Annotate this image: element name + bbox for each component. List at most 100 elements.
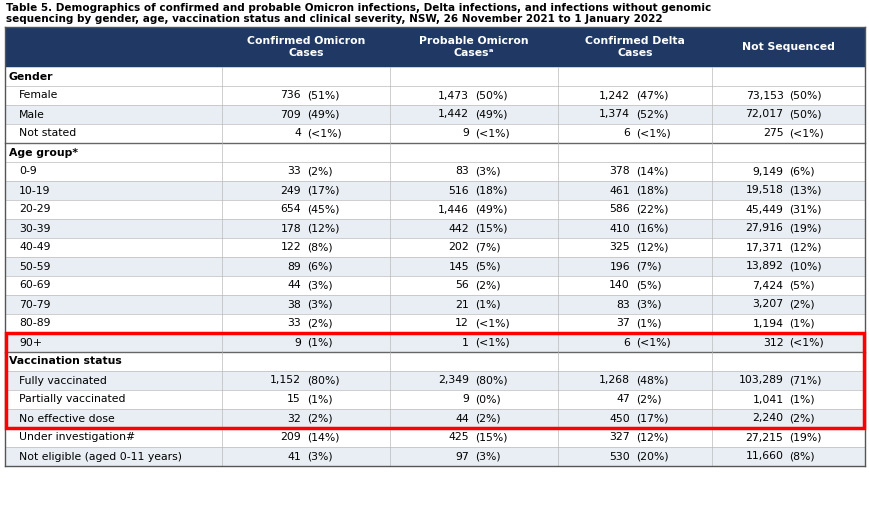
Text: Confirmed Omicron
Cases: Confirmed Omicron Cases <box>247 36 365 58</box>
Text: (<1%): (<1%) <box>474 337 509 347</box>
Text: (49%): (49%) <box>474 109 507 119</box>
Text: 275: 275 <box>762 129 783 139</box>
Text: (5%): (5%) <box>474 262 500 271</box>
Bar <box>5 86 864 105</box>
Text: (1%): (1%) <box>474 300 500 310</box>
Text: (3%): (3%) <box>307 280 332 290</box>
Text: 0-9: 0-9 <box>19 166 36 176</box>
Text: 33: 33 <box>287 166 301 176</box>
Text: (80%): (80%) <box>307 376 339 385</box>
Text: (71%): (71%) <box>788 376 821 385</box>
Bar <box>5 428 864 447</box>
Text: (10%): (10%) <box>788 262 821 271</box>
Text: 37: 37 <box>615 319 629 328</box>
Text: 196: 196 <box>608 262 629 271</box>
Text: 9: 9 <box>461 129 468 139</box>
Text: (2%): (2%) <box>307 166 332 176</box>
Text: 2,349: 2,349 <box>437 376 468 385</box>
Text: (31%): (31%) <box>788 204 821 214</box>
Text: (1%): (1%) <box>307 394 332 404</box>
Bar <box>5 447 864 466</box>
Text: (16%): (16%) <box>635 223 667 233</box>
Bar <box>5 314 864 333</box>
Text: Confirmed Delta
Cases: Confirmed Delta Cases <box>584 36 684 58</box>
Text: 27,916: 27,916 <box>745 223 783 233</box>
Text: 140: 140 <box>608 280 629 290</box>
Text: Vaccination status: Vaccination status <box>9 357 122 367</box>
Text: 1,194: 1,194 <box>752 319 783 328</box>
Text: Fully vaccinated: Fully vaccinated <box>19 376 107 385</box>
Text: (2%): (2%) <box>635 394 660 404</box>
Text: (3%): (3%) <box>474 166 500 176</box>
Text: (20%): (20%) <box>635 451 668 461</box>
Bar <box>5 352 864 371</box>
Text: 325: 325 <box>608 243 629 253</box>
Text: (49%): (49%) <box>474 204 507 214</box>
Text: (50%): (50%) <box>788 109 821 119</box>
Text: (3%): (3%) <box>307 451 332 461</box>
Text: (2%): (2%) <box>474 414 500 424</box>
Text: 2,240: 2,240 <box>752 414 783 424</box>
Text: 60-69: 60-69 <box>19 280 50 290</box>
Bar <box>5 124 864 143</box>
Text: 122: 122 <box>280 243 301 253</box>
Text: (80%): (80%) <box>474 376 507 385</box>
Text: (8%): (8%) <box>307 243 332 253</box>
Text: (6%): (6%) <box>307 262 332 271</box>
Text: 45,449: 45,449 <box>745 204 783 214</box>
Text: No effective dose: No effective dose <box>19 414 115 424</box>
Text: (17%): (17%) <box>307 186 339 196</box>
Text: (<1%): (<1%) <box>635 337 670 347</box>
Text: 21: 21 <box>454 300 468 310</box>
Text: 450: 450 <box>608 414 629 424</box>
Text: 20-29: 20-29 <box>19 204 50 214</box>
Text: (1%): (1%) <box>788 319 814 328</box>
Text: Under investigation#: Under investigation# <box>19 433 135 442</box>
Text: 1,473: 1,473 <box>437 90 468 100</box>
Text: 1,242: 1,242 <box>599 90 629 100</box>
Bar <box>5 27 864 67</box>
Text: 6: 6 <box>622 337 629 347</box>
Text: 312: 312 <box>762 337 783 347</box>
Text: (19%): (19%) <box>788 433 821 442</box>
Text: 83: 83 <box>454 166 468 176</box>
Text: 40-49: 40-49 <box>19 243 50 253</box>
Text: 41: 41 <box>287 451 301 461</box>
Text: (50%): (50%) <box>474 90 507 100</box>
Bar <box>5 162 864 181</box>
Text: 1,041: 1,041 <box>752 394 783 404</box>
Text: 516: 516 <box>448 186 468 196</box>
Text: 9,149: 9,149 <box>752 166 783 176</box>
Bar <box>5 105 864 124</box>
Text: (51%): (51%) <box>307 90 339 100</box>
Bar <box>5 333 864 352</box>
Text: 10-19: 10-19 <box>19 186 50 196</box>
Text: 1: 1 <box>461 337 468 347</box>
Text: (45%): (45%) <box>307 204 339 214</box>
Text: Table 5. Demographics of confirmed and probable Omicron infections, Delta infect: Table 5. Demographics of confirmed and p… <box>6 3 711 13</box>
Bar <box>5 371 864 390</box>
Text: 202: 202 <box>448 243 468 253</box>
Bar <box>5 200 864 219</box>
Text: (3%): (3%) <box>307 300 332 310</box>
Text: 425: 425 <box>448 433 468 442</box>
Text: 145: 145 <box>448 262 468 271</box>
Text: 19,518: 19,518 <box>745 186 783 196</box>
Text: (1%): (1%) <box>788 394 814 404</box>
Text: 32: 32 <box>287 414 301 424</box>
Text: 530: 530 <box>608 451 629 461</box>
Text: (<1%): (<1%) <box>474 319 509 328</box>
Text: (19%): (19%) <box>788 223 821 233</box>
Text: (12%): (12%) <box>635 243 667 253</box>
Text: (3%): (3%) <box>635 300 660 310</box>
Text: 97: 97 <box>454 451 468 461</box>
Text: (22%): (22%) <box>635 204 667 214</box>
Text: (17%): (17%) <box>635 414 667 424</box>
Text: (52%): (52%) <box>635 109 667 119</box>
Text: (15%): (15%) <box>474 433 507 442</box>
Text: (<1%): (<1%) <box>635 129 670 139</box>
Text: (0%): (0%) <box>474 394 501 404</box>
Text: (48%): (48%) <box>635 376 667 385</box>
Text: 327: 327 <box>608 433 629 442</box>
Text: (12%): (12%) <box>635 433 667 442</box>
